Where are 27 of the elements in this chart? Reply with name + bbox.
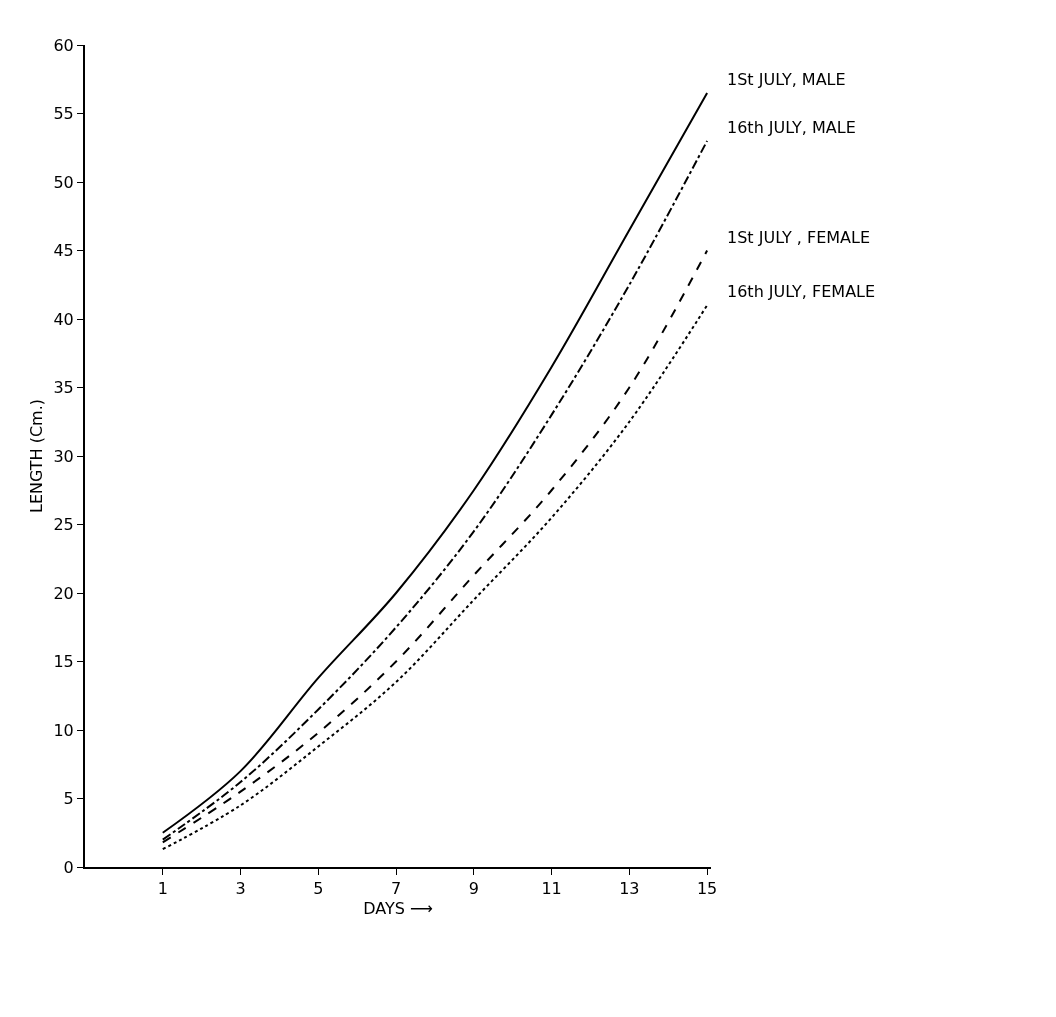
series-label: 16th JULY, FEMALE bbox=[727, 282, 876, 301]
y-tick-label: 55 bbox=[53, 104, 74, 124]
y-tick-label: 35 bbox=[53, 378, 74, 398]
x-tick-label: 3 bbox=[235, 879, 246, 899]
x-tick-label: 15 bbox=[696, 879, 718, 899]
y-tick-label: 30 bbox=[53, 446, 74, 466]
y-tick-label: 40 bbox=[53, 309, 74, 329]
y-tick-label: 50 bbox=[53, 172, 74, 192]
y-tick-label: 0 bbox=[63, 857, 74, 877]
x-tick-label: 1 bbox=[157, 879, 168, 899]
y-tick-label: 20 bbox=[53, 583, 74, 603]
y-tick-label: 15 bbox=[53, 652, 74, 672]
y-tick-label: 60 bbox=[53, 35, 74, 55]
x-tick-label: 9 bbox=[468, 879, 479, 899]
y-tick-label: 25 bbox=[53, 515, 74, 535]
x-tick-label: 7 bbox=[390, 879, 402, 899]
x-tick-label: 13 bbox=[619, 879, 640, 899]
series-label: 16th JULY, MALE bbox=[727, 118, 856, 137]
y-tick-label: 10 bbox=[53, 720, 74, 740]
x-tick-label: 11 bbox=[541, 879, 562, 899]
y-tick-label: 5 bbox=[63, 789, 74, 809]
series-label: 1St JULY, MALE bbox=[727, 70, 846, 89]
x-tick-label: 5 bbox=[313, 879, 324, 899]
series-label: 1St JULY , FEMALE bbox=[727, 228, 871, 247]
y-axis-title: LENGTH (Cm.) bbox=[27, 398, 46, 514]
y-tick-label: 45 bbox=[53, 241, 74, 261]
x-axis-title: DAYS ⟶ bbox=[363, 899, 433, 919]
